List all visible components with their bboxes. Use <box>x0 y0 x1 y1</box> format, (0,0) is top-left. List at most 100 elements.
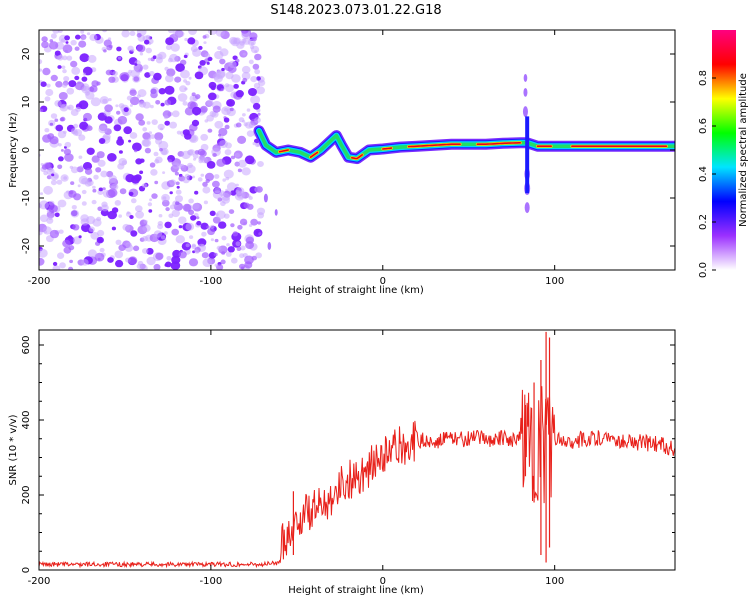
noise-blob <box>168 30 174 34</box>
noise-blob <box>224 83 230 88</box>
noise-blob <box>72 236 82 245</box>
noise-blob <box>164 85 175 95</box>
noise-blob <box>64 153 74 162</box>
noise-blob <box>192 106 202 116</box>
noise-blob <box>159 148 163 152</box>
noise-blob <box>88 226 95 233</box>
noise-blob <box>134 174 142 182</box>
noise-blob <box>88 86 95 92</box>
noise-blob <box>152 55 157 59</box>
noise-blob <box>182 176 190 184</box>
noise-blob <box>244 261 253 269</box>
noise-blob <box>137 89 147 98</box>
noise-blob <box>57 65 62 69</box>
noise-blob <box>129 215 134 219</box>
noise-blob <box>220 88 224 91</box>
noise-blob <box>255 186 263 193</box>
noise-blob <box>39 257 45 266</box>
noise-blob <box>67 235 73 240</box>
noise-blob <box>184 107 194 116</box>
noise-blob <box>175 195 183 203</box>
noise-blob <box>188 30 197 35</box>
noise-blob <box>170 261 181 270</box>
noise-blob <box>108 98 112 102</box>
noise-blob <box>72 224 80 231</box>
snr-line <box>39 386 675 569</box>
noise-blob <box>81 223 91 233</box>
noise-blob <box>116 110 121 115</box>
noise-blob <box>128 139 132 143</box>
noise-blob <box>221 235 227 241</box>
noise-blob <box>234 162 239 166</box>
noise-blob <box>224 149 232 156</box>
noise-blob <box>160 102 165 107</box>
noise-blob <box>49 136 59 145</box>
noise-blob <box>190 45 198 53</box>
noise-blob <box>188 209 195 215</box>
noise-blob <box>74 46 80 51</box>
noise-blob <box>169 204 176 210</box>
noise-blob <box>70 60 78 68</box>
noise-blob <box>176 185 180 189</box>
noise-blob <box>64 35 70 41</box>
noise-blob <box>254 117 261 124</box>
noise-blob <box>170 43 180 52</box>
noise-blob <box>95 167 102 173</box>
noise-blob <box>194 249 200 254</box>
noise-blob <box>91 199 97 205</box>
noise-blob <box>146 256 156 266</box>
noise-blob <box>48 204 58 213</box>
noise-blob <box>174 76 182 83</box>
noise-blob <box>117 163 125 170</box>
noise-blob <box>191 92 196 97</box>
noise-blob <box>236 246 242 251</box>
noise-blob <box>86 147 95 155</box>
noise-blob <box>81 189 87 195</box>
noise-blob <box>93 174 99 180</box>
noise-blob <box>138 119 146 126</box>
noise-blob <box>68 80 77 88</box>
noise-blob <box>78 155 83 159</box>
noise-blob <box>82 72 86 76</box>
noise-blob <box>255 252 262 259</box>
noise-blob <box>179 85 187 93</box>
noise-blob <box>250 95 261 105</box>
noise-blob <box>184 37 188 42</box>
y-tick-label: -10 <box>21 190 32 206</box>
noise-blob <box>213 252 218 257</box>
y-tick-label: 0 <box>21 147 32 153</box>
noise-blob <box>178 216 187 224</box>
noise-blob <box>228 60 237 69</box>
noise-blob <box>157 221 163 226</box>
noise-blob <box>202 186 211 194</box>
noise-blob <box>133 64 141 71</box>
noise-blob <box>119 72 130 82</box>
noise-blob <box>135 205 143 213</box>
noise-blob <box>81 201 87 206</box>
noise-blob <box>154 180 159 185</box>
noise-blob <box>54 100 62 107</box>
noise-blob <box>147 137 152 141</box>
noise-blob <box>185 81 191 86</box>
noise-blob <box>169 191 173 195</box>
noise-blob <box>201 157 208 164</box>
noise-blob <box>202 35 207 39</box>
noise-blob <box>230 155 236 160</box>
noise-blob <box>48 167 53 172</box>
noise-blob <box>169 179 177 186</box>
noise-blob <box>64 141 72 148</box>
noise-blob <box>160 127 164 131</box>
noise-blob <box>172 110 180 118</box>
noise-blob <box>52 265 61 270</box>
noise-blob <box>40 81 47 87</box>
noise-blob <box>92 188 97 193</box>
noise-blob <box>248 122 255 129</box>
noise-blob <box>68 190 74 195</box>
noise-blob <box>149 162 156 168</box>
noise-blob <box>81 76 88 82</box>
noise-blob <box>220 201 226 207</box>
noise-blob <box>45 88 54 97</box>
noise-blob <box>185 222 195 231</box>
noise-blob <box>71 130 75 134</box>
